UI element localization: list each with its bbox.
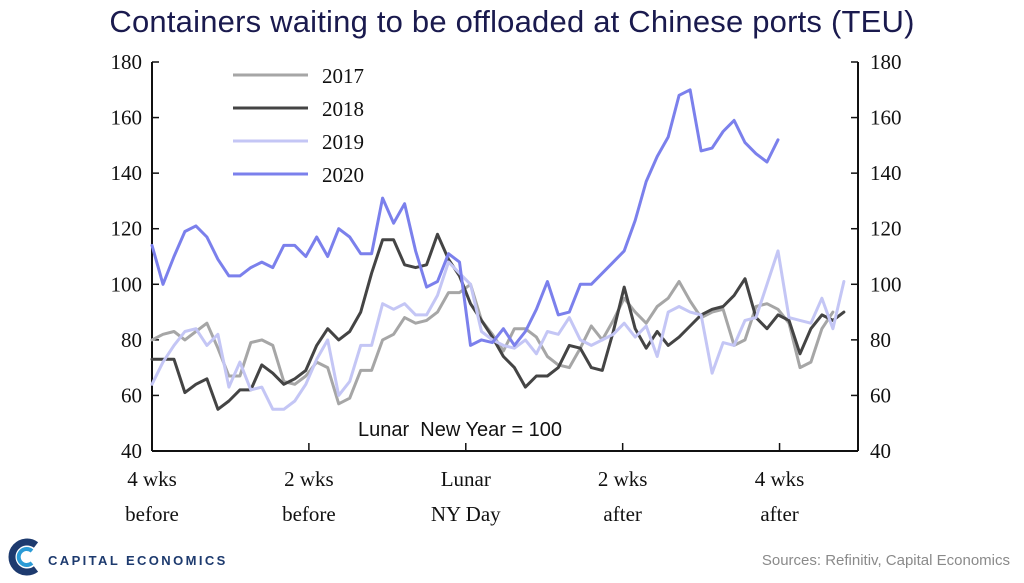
x-axis-ticks: 4 wks before 2 wks before Lunar NY Day 2 wks af…: [125, 443, 804, 526]
y-tick-label-left: 80: [121, 328, 142, 352]
x-tick-label: before: [282, 502, 336, 526]
y-tick-label-right: 40: [870, 439, 891, 463]
capital-economics-logo: CAPITAL ECONOMICS: [6, 536, 228, 578]
y-tick-label-left: 180: [111, 50, 143, 74]
y-tick-label-left: 40: [121, 439, 142, 463]
y-axis-left-ticks: 40 60 80 100 120 140 160 180: [111, 50, 159, 463]
x-tick-label: 4 wks: [127, 467, 177, 491]
y-tick-label-right: 100: [870, 272, 902, 296]
legend-label-2020: 2020: [322, 163, 364, 187]
y-tick-label-left: 160: [111, 106, 143, 130]
line-chart: 40 60 80 100 120 140 160 180 40 60 80 100 120 140 160…: [111, 50, 902, 526]
y-tick-label-left: 120: [111, 217, 143, 241]
y-tick-label-right: 60: [870, 383, 891, 407]
series-line-2020: [150, 88, 780, 347]
chart-axes: [151, 62, 859, 452]
y-tick-label-right: 120: [870, 217, 902, 241]
source-note: Sources: Refinitiv, Capital Economics: [761, 552, 1010, 569]
x-tick-label: before: [125, 502, 179, 526]
series-lines: [150, 88, 846, 411]
logo-text: CAPITAL ECONOMICS: [48, 552, 228, 568]
y-axis-right-ticks: 40 60 80 100 120 140 160 180: [851, 50, 902, 463]
y-tick-label-right: 140: [870, 161, 902, 185]
x-tick-label: 2 wks: [598, 467, 648, 491]
y-tick-label-right: 160: [870, 106, 902, 130]
series-line-2019: [150, 249, 846, 411]
x-tick-label: NY Day: [431, 502, 501, 526]
capital-economics-logo-icon: [8, 538, 39, 576]
x-tick-label: Lunar: [441, 467, 491, 491]
x-tick-label: 2 wks: [284, 467, 334, 491]
y-tick-label-left: 140: [111, 161, 143, 185]
y-tick-label-left: 100: [111, 272, 143, 296]
legend-label-2019: 2019: [322, 130, 364, 154]
x-tick-label: 4 wks: [755, 467, 805, 491]
legend-label-2017: 2017: [322, 64, 364, 88]
x-tick-label: after: [760, 502, 798, 526]
annotation-label: Lunar New Year = 100: [358, 419, 562, 441]
legend-label-2018: 2018: [322, 97, 364, 121]
y-tick-label-left: 60: [121, 383, 142, 407]
chart-title: Containers waiting to be offloaded at Ch…: [109, 4, 915, 39]
y-tick-label-right: 80: [870, 328, 891, 352]
series-line-2017: [150, 280, 835, 406]
x-tick-label: after: [603, 502, 641, 526]
legend: 2017 2018 2019 2020: [233, 64, 364, 187]
series-line-2018: [150, 232, 846, 411]
y-tick-label-right: 180: [870, 50, 902, 74]
